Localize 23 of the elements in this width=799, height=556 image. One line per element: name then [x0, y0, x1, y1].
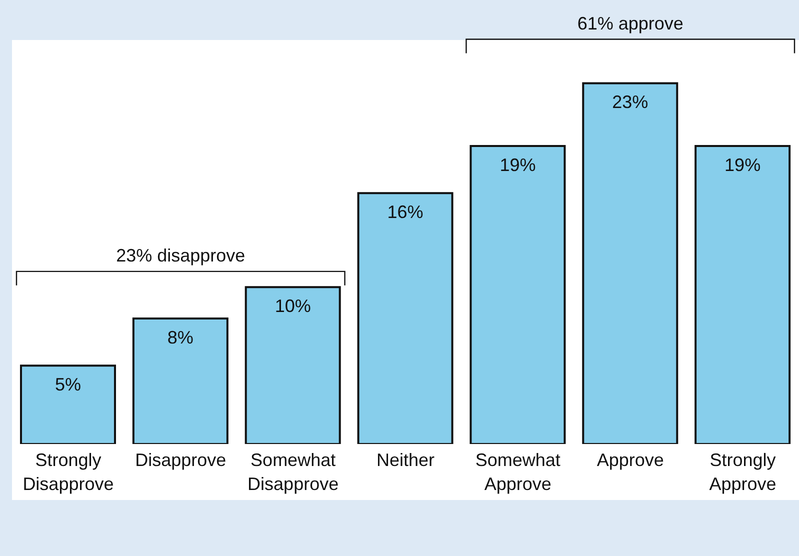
bar [694, 145, 791, 444]
data-label: 5% [54, 374, 81, 394]
x-tick-label: Strongly Approve [709, 450, 776, 494]
data-label: 19% [724, 154, 761, 175]
data-label: 16% [387, 202, 424, 222]
x-tick-label: Somewhat Disapprove [248, 450, 339, 494]
data-label: 10% [274, 296, 311, 316]
bar [20, 364, 116, 444]
x-tick-label: Neither [376, 450, 435, 470]
data-label: 23% [612, 92, 648, 112]
annotation: 23% disapprove [116, 245, 246, 266]
bar [357, 192, 454, 444]
data-label: 19% [500, 154, 536, 175]
bar [244, 286, 341, 444]
text: 61% approve [577, 13, 684, 34]
x-tick-label: Somewhat Approve [475, 450, 560, 494]
bar [470, 145, 566, 444]
data-label: 8% [167, 327, 194, 348]
x-tick-label: Approve [596, 450, 664, 470]
x-tick-label: Strongly Disapprove [22, 450, 114, 494]
bar [582, 82, 678, 444]
x-tick-label: Disapprove [135, 450, 226, 470]
bar [132, 318, 228, 444]
